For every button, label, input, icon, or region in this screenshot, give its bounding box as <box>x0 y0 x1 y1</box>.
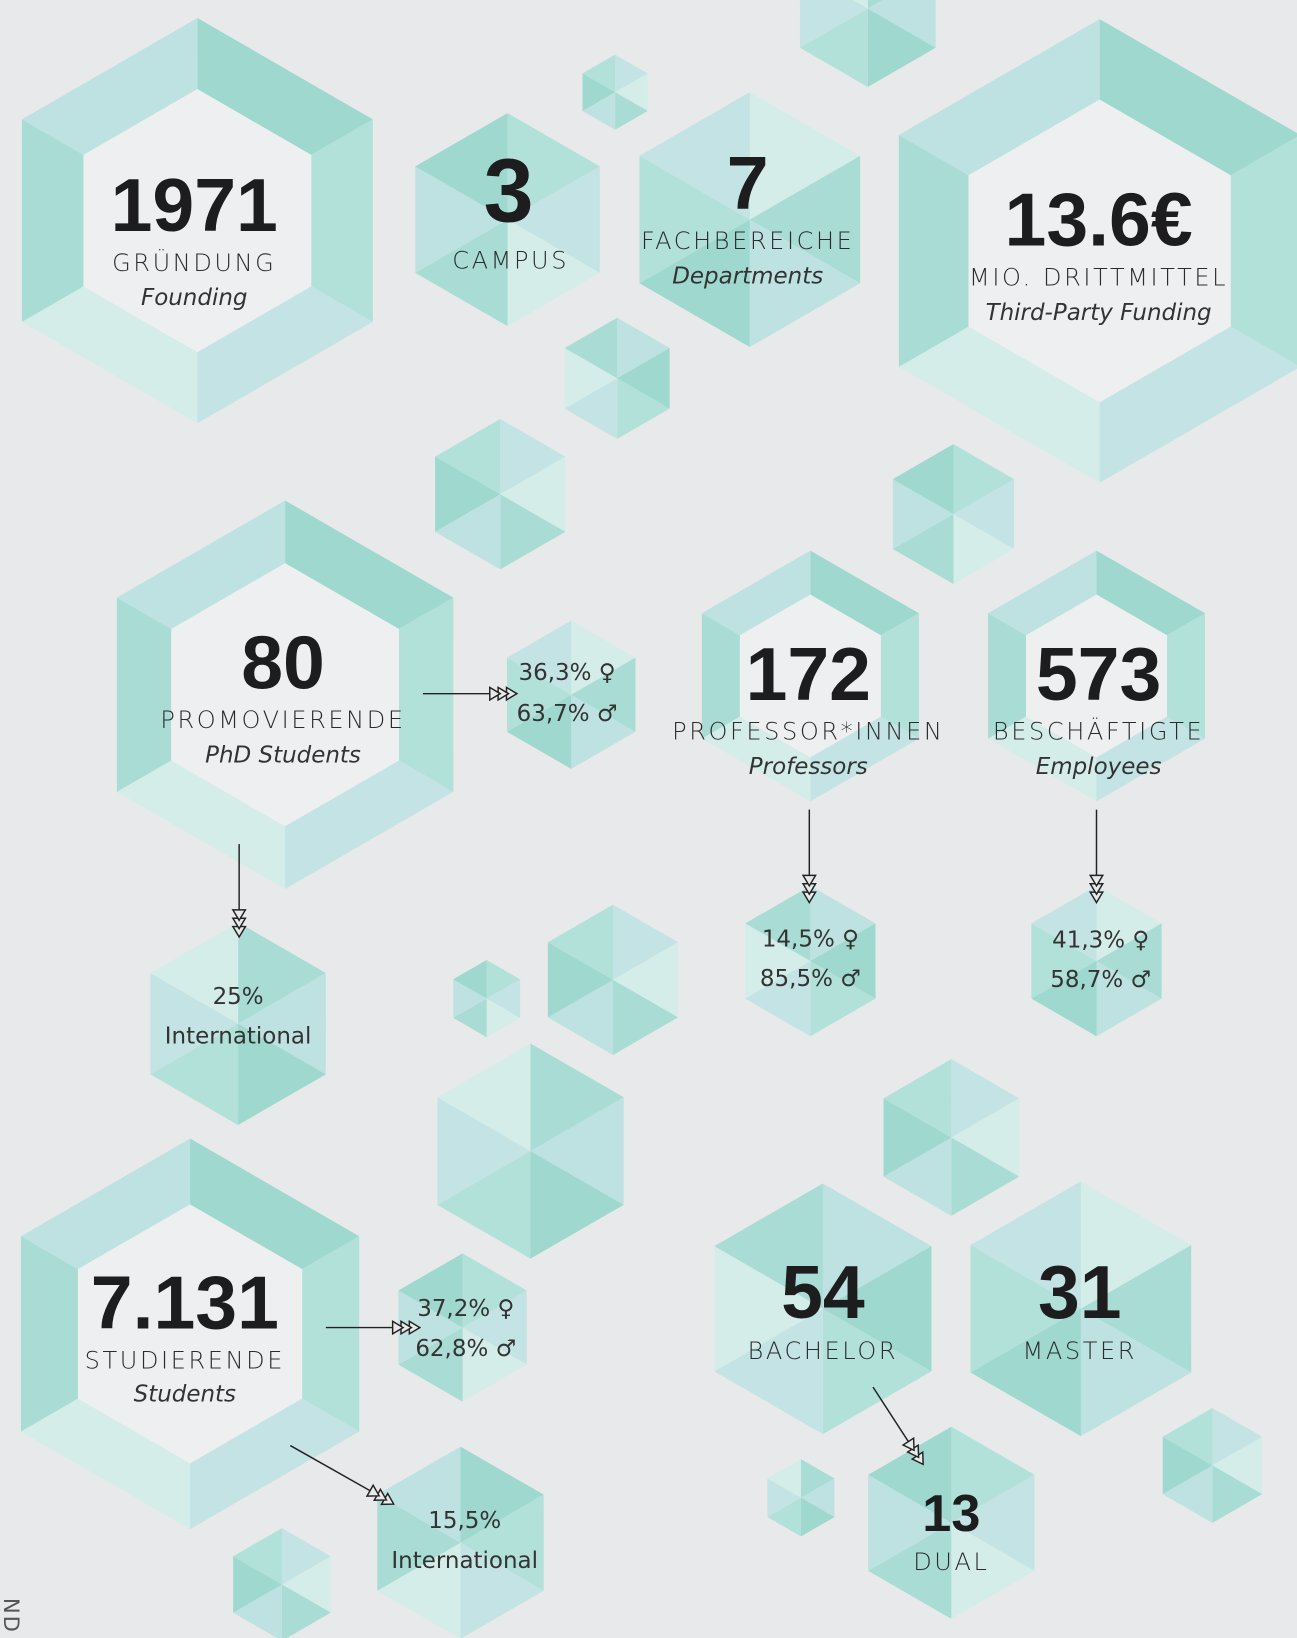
stat-value: 13.6€ <box>1005 178 1193 262</box>
stat-value: 31 <box>1038 1250 1122 1334</box>
footer-credit: ND 2019 <box>0 1598 23 1638</box>
international-share: 25% <box>213 984 264 1010</box>
stat-sublabel: Employees <box>1036 754 1162 780</box>
male-share: 62,8% ♂ <box>415 1336 516 1362</box>
female-share: 41,3% ♀ <box>1052 927 1149 953</box>
stat-label: BACHELOR <box>748 1337 899 1365</box>
stat-label: PROFESSOR*INNEN <box>672 718 944 746</box>
stat-value: 80 <box>241 620 325 704</box>
international-label: International <box>165 1024 312 1050</box>
stat-value: 573 <box>1036 632 1161 716</box>
stat-value: 7.131 <box>91 1261 279 1345</box>
infographic: 1971 GRÜNDUNG Founding 3 CAMPUS 7 FACHBE… <box>0 0 1297 1638</box>
stat-sublabel: Professors <box>749 754 868 780</box>
international-share: 15,5% <box>428 1508 501 1534</box>
stat-value: 3 <box>484 142 534 242</box>
male-share: 63,7% ♂ <box>517 701 618 727</box>
stat-sublabel: Students <box>134 1382 236 1408</box>
international-label: International <box>391 1548 538 1574</box>
stat-value: 54 <box>781 1250 865 1334</box>
stat-label: STUDIERENDE <box>85 1346 285 1374</box>
stat-sublabel: Founding <box>141 285 247 311</box>
female-share: 14,5% ♀ <box>762 926 859 952</box>
stat-label: MIO. DRITTMITTEL <box>969 263 1228 291</box>
stat-sublabel: Third-Party Funding <box>986 300 1212 326</box>
stat-value: 13 <box>922 1485 980 1543</box>
female-share: 37,2% ♀ <box>417 1296 514 1322</box>
male-share: 58,7% ♂ <box>1050 967 1151 993</box>
stat-value: 7 <box>727 141 769 225</box>
stat-sublabel: PhD Students <box>205 743 361 769</box>
stat-label: CAMPUS <box>452 247 569 275</box>
stat-value: 172 <box>746 632 871 716</box>
stat-sublabel: Departments <box>672 263 823 289</box>
page: 1971 GRÜNDUNG Founding 3 CAMPUS 7 FACHBE… <box>0 0 1297 1638</box>
stat-label: MASTER <box>1023 1337 1138 1365</box>
female-share: 36,3% ♀ <box>518 660 615 686</box>
stat-label: BESCHÄFTIGTE <box>993 716 1204 746</box>
stat-label: FACHBEREICHE <box>641 227 855 255</box>
male-share: 85,5% ♂ <box>760 966 861 992</box>
stat-label: GRÜNDUNG <box>112 247 276 277</box>
stat-value: 1971 <box>111 163 278 247</box>
stat-label: DUAL <box>913 1548 989 1576</box>
stat-label: PROMOVIERENDE <box>160 706 405 734</box>
